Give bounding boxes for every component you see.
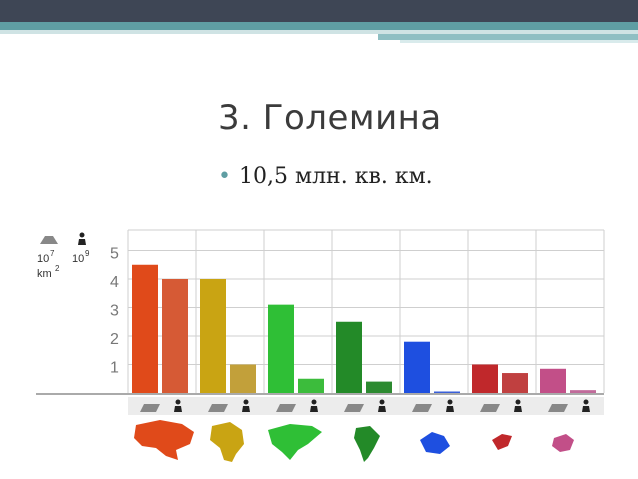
- person-icon: [243, 399, 249, 405]
- population-unit-exponent: 9: [85, 249, 90, 258]
- bar-population-north-america: [298, 378, 324, 393]
- bar-area-south-america: [336, 321, 362, 393]
- bar-area-europe: [472, 364, 498, 393]
- area-icon: [276, 404, 296, 412]
- australia-map-icon: [552, 434, 574, 452]
- bar-population-africa: [230, 364, 256, 393]
- area-icon: [548, 404, 568, 412]
- person-icon: [514, 406, 522, 412]
- area-icon: [140, 404, 160, 412]
- area-icon: [412, 404, 432, 412]
- bar-population-asia: [162, 279, 188, 393]
- header-accent-band-light: [400, 40, 638, 43]
- person-icon: [310, 406, 318, 412]
- bar-area-australia: [540, 368, 566, 393]
- y-tick-label: 1: [110, 360, 119, 377]
- top-bar: [0, 0, 638, 22]
- person-icon: [174, 406, 182, 412]
- area-unit-icon: [40, 236, 58, 244]
- area-unit-base: 10: [37, 253, 49, 265]
- south-america-map-icon: [354, 426, 380, 462]
- person-icon: [583, 399, 589, 405]
- person-icon: [515, 399, 521, 405]
- bar-area-north-america: [268, 304, 294, 393]
- africa-map-icon: [210, 422, 244, 462]
- header-band: [0, 22, 638, 30]
- slide-title: 3. Големина: [218, 98, 442, 138]
- area-icon: [480, 404, 500, 412]
- bar-population-europe: [502, 373, 528, 393]
- population-unit-icon: [79, 232, 85, 238]
- asia-map-icon: [134, 420, 194, 460]
- bar-area-antarctica: [404, 341, 430, 393]
- area-unit-suffix-exponent: 2: [55, 264, 60, 273]
- person-icon: [447, 399, 453, 405]
- north-america-map-icon: [268, 424, 322, 460]
- y-tick-label: 2: [110, 331, 119, 348]
- header-accent-band: [378, 34, 638, 40]
- bar-population-antarctica: [434, 391, 460, 393]
- person-icon: [378, 406, 386, 412]
- population-unit-base: 10: [72, 253, 84, 265]
- area-unit-exponent: 7: [50, 249, 55, 258]
- bar-population-australia: [570, 390, 596, 393]
- bullet-dot: •: [218, 164, 231, 189]
- antarctica-map-icon: [420, 432, 450, 454]
- y-tick-label: 5: [110, 246, 119, 263]
- person-icon: [446, 406, 454, 412]
- person-icon: [242, 406, 250, 412]
- person-icon: [379, 399, 385, 405]
- bullet-text: 10,5 млн. кв. км.: [238, 164, 433, 189]
- bar-area-asia: [132, 264, 158, 393]
- population-unit-icon: [78, 239, 86, 245]
- icon-strip: [128, 397, 604, 415]
- area-icon: [344, 404, 364, 412]
- person-icon: [582, 406, 590, 412]
- y-tick-label: 4: [110, 274, 119, 291]
- header-band-light: [0, 30, 638, 34]
- bullet-item: • 10,5 млн. кв. км.: [218, 164, 433, 189]
- bar-population-south-america: [366, 381, 392, 393]
- y-tick-label: 3: [110, 303, 119, 320]
- europe-map-icon: [492, 434, 512, 450]
- person-icon: [311, 399, 317, 405]
- bar-area-africa: [200, 279, 226, 393]
- area-icon: [208, 404, 228, 412]
- area-unit-suffix: km: [37, 268, 52, 280]
- person-icon: [175, 399, 181, 405]
